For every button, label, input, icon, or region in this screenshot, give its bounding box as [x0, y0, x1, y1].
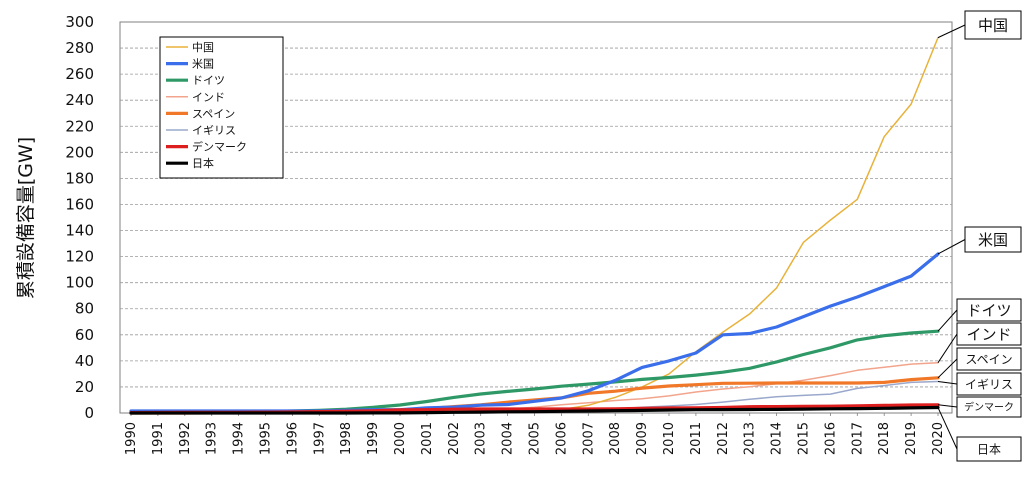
callout-leader: [937, 239, 966, 255]
x-tick-label: 2001: [420, 422, 435, 455]
callout-box: [964, 226, 1022, 253]
callout-box: [956, 372, 1022, 396]
legend-label: デンマーク: [192, 140, 247, 154]
y-tick-label: 80: [75, 300, 94, 318]
x-tick-label: 2015: [797, 422, 812, 455]
y-tick-label: 160: [65, 195, 94, 213]
x-tick-label: 2002: [447, 422, 462, 455]
legend-label: ドイツ: [192, 74, 225, 87]
y-tick-label: 40: [75, 352, 94, 370]
x-tick-label: 2010: [662, 422, 677, 455]
x-tick-label: 1996: [285, 422, 300, 455]
x-tick-label: 2006: [554, 422, 569, 455]
callout-box: [956, 298, 1022, 322]
x-tick-label: 2000: [393, 422, 408, 455]
legend-label: イギリス: [192, 124, 236, 137]
x-tick-label: 1995: [259, 422, 274, 455]
x-tick-label: 1999: [366, 422, 381, 455]
x-tick-label: 2019: [904, 422, 919, 455]
y-tick-label: 60: [75, 326, 94, 344]
callout-box: [956, 396, 1022, 418]
x-tick-label: 1990: [124, 422, 139, 455]
x-tick-label: 2003: [474, 422, 489, 455]
x-tick-label: 2012: [716, 422, 731, 455]
callout-leader: [937, 24, 966, 39]
x-tick-label: 2017: [850, 422, 865, 455]
legend-label: 米国: [192, 58, 214, 71]
series-line: [129, 405, 940, 415]
callout-leader: [937, 404, 958, 408]
y-tick-label: 260: [65, 65, 94, 83]
x-tick-label: 1991: [151, 422, 166, 455]
callout-label: 日本: [977, 442, 1001, 456]
y-tick-label: 200: [65, 143, 94, 161]
x-tick-label: 1993: [205, 422, 220, 455]
callout-box: [956, 436, 1022, 462]
y-tick-label: 100: [65, 274, 94, 292]
y-axis-ticks: 0 20 40 60 80 100 120 140 160 180 200 220 240 260 280 3…: [65, 13, 94, 422]
y-tick-label: 300: [65, 13, 94, 31]
x-tick-label: 2008: [608, 422, 623, 455]
x-tick-label: 2005: [528, 422, 543, 455]
x-tick-label: 2009: [635, 422, 650, 455]
x-axis-ticks: 1990 1991 1992 1993 1994 1995 1996 1997 1998 1999…: [124, 413, 946, 455]
y-tick-label: 240: [65, 91, 94, 109]
y-tick-label: 280: [65, 39, 94, 57]
x-tick-label: 2018: [877, 422, 892, 455]
legend-label: 日本: [192, 156, 214, 170]
callout-box: [964, 10, 1022, 40]
y-tick-label: 140: [65, 222, 94, 240]
x-tick-label: 1998: [339, 422, 354, 455]
callout-label: デンマーク: [964, 401, 1014, 414]
callout-leader: [937, 358, 958, 379]
y-tick-label: 220: [65, 117, 94, 135]
x-tick-label: 1997: [312, 422, 327, 455]
gridlines: [120, 47, 952, 388]
callout-label: スペイン: [965, 352, 1012, 366]
y-tick-label: 180: [65, 169, 94, 187]
callout-box: [956, 347, 1022, 371]
callout-box: [956, 322, 1022, 346]
legend-label: インド: [192, 91, 225, 104]
legend-label: 中国: [192, 41, 214, 54]
x-tick-label: 1992: [178, 422, 193, 455]
x-tick-label: 2013: [743, 422, 758, 455]
callout-leader: [937, 407, 958, 450]
x-tick-label: 2014: [770, 422, 785, 455]
y-tick-label: 0: [84, 404, 94, 422]
x-tick-label: 2020: [931, 422, 946, 455]
x-tick-label: 2004: [501, 422, 516, 455]
callout-leader: [937, 309, 958, 332]
y-axis-label: 累積設備容量[GW]: [15, 137, 37, 299]
y-tick-label: 120: [65, 248, 94, 266]
series-lines: [129, 36, 940, 415]
x-tick-label: 2011: [689, 422, 704, 455]
legend-label: スペイン: [192, 107, 235, 120]
callout-label: 米国: [978, 231, 1008, 249]
x-tick-label: 2007: [581, 422, 596, 455]
x-tick-label: 1994: [232, 422, 247, 455]
legend-frame: [159, 36, 284, 179]
callout-label: インド: [966, 325, 1011, 343]
callout-leader: [937, 380, 958, 385]
callout-label: ドイツ: [966, 301, 1011, 319]
x-tick-label: 2016: [823, 422, 838, 455]
callout-label: 中国: [978, 16, 1008, 34]
callout-leader: [937, 333, 958, 363]
callout-label: イギリス: [965, 377, 1013, 391]
y-tick-label: 20: [75, 378, 94, 396]
